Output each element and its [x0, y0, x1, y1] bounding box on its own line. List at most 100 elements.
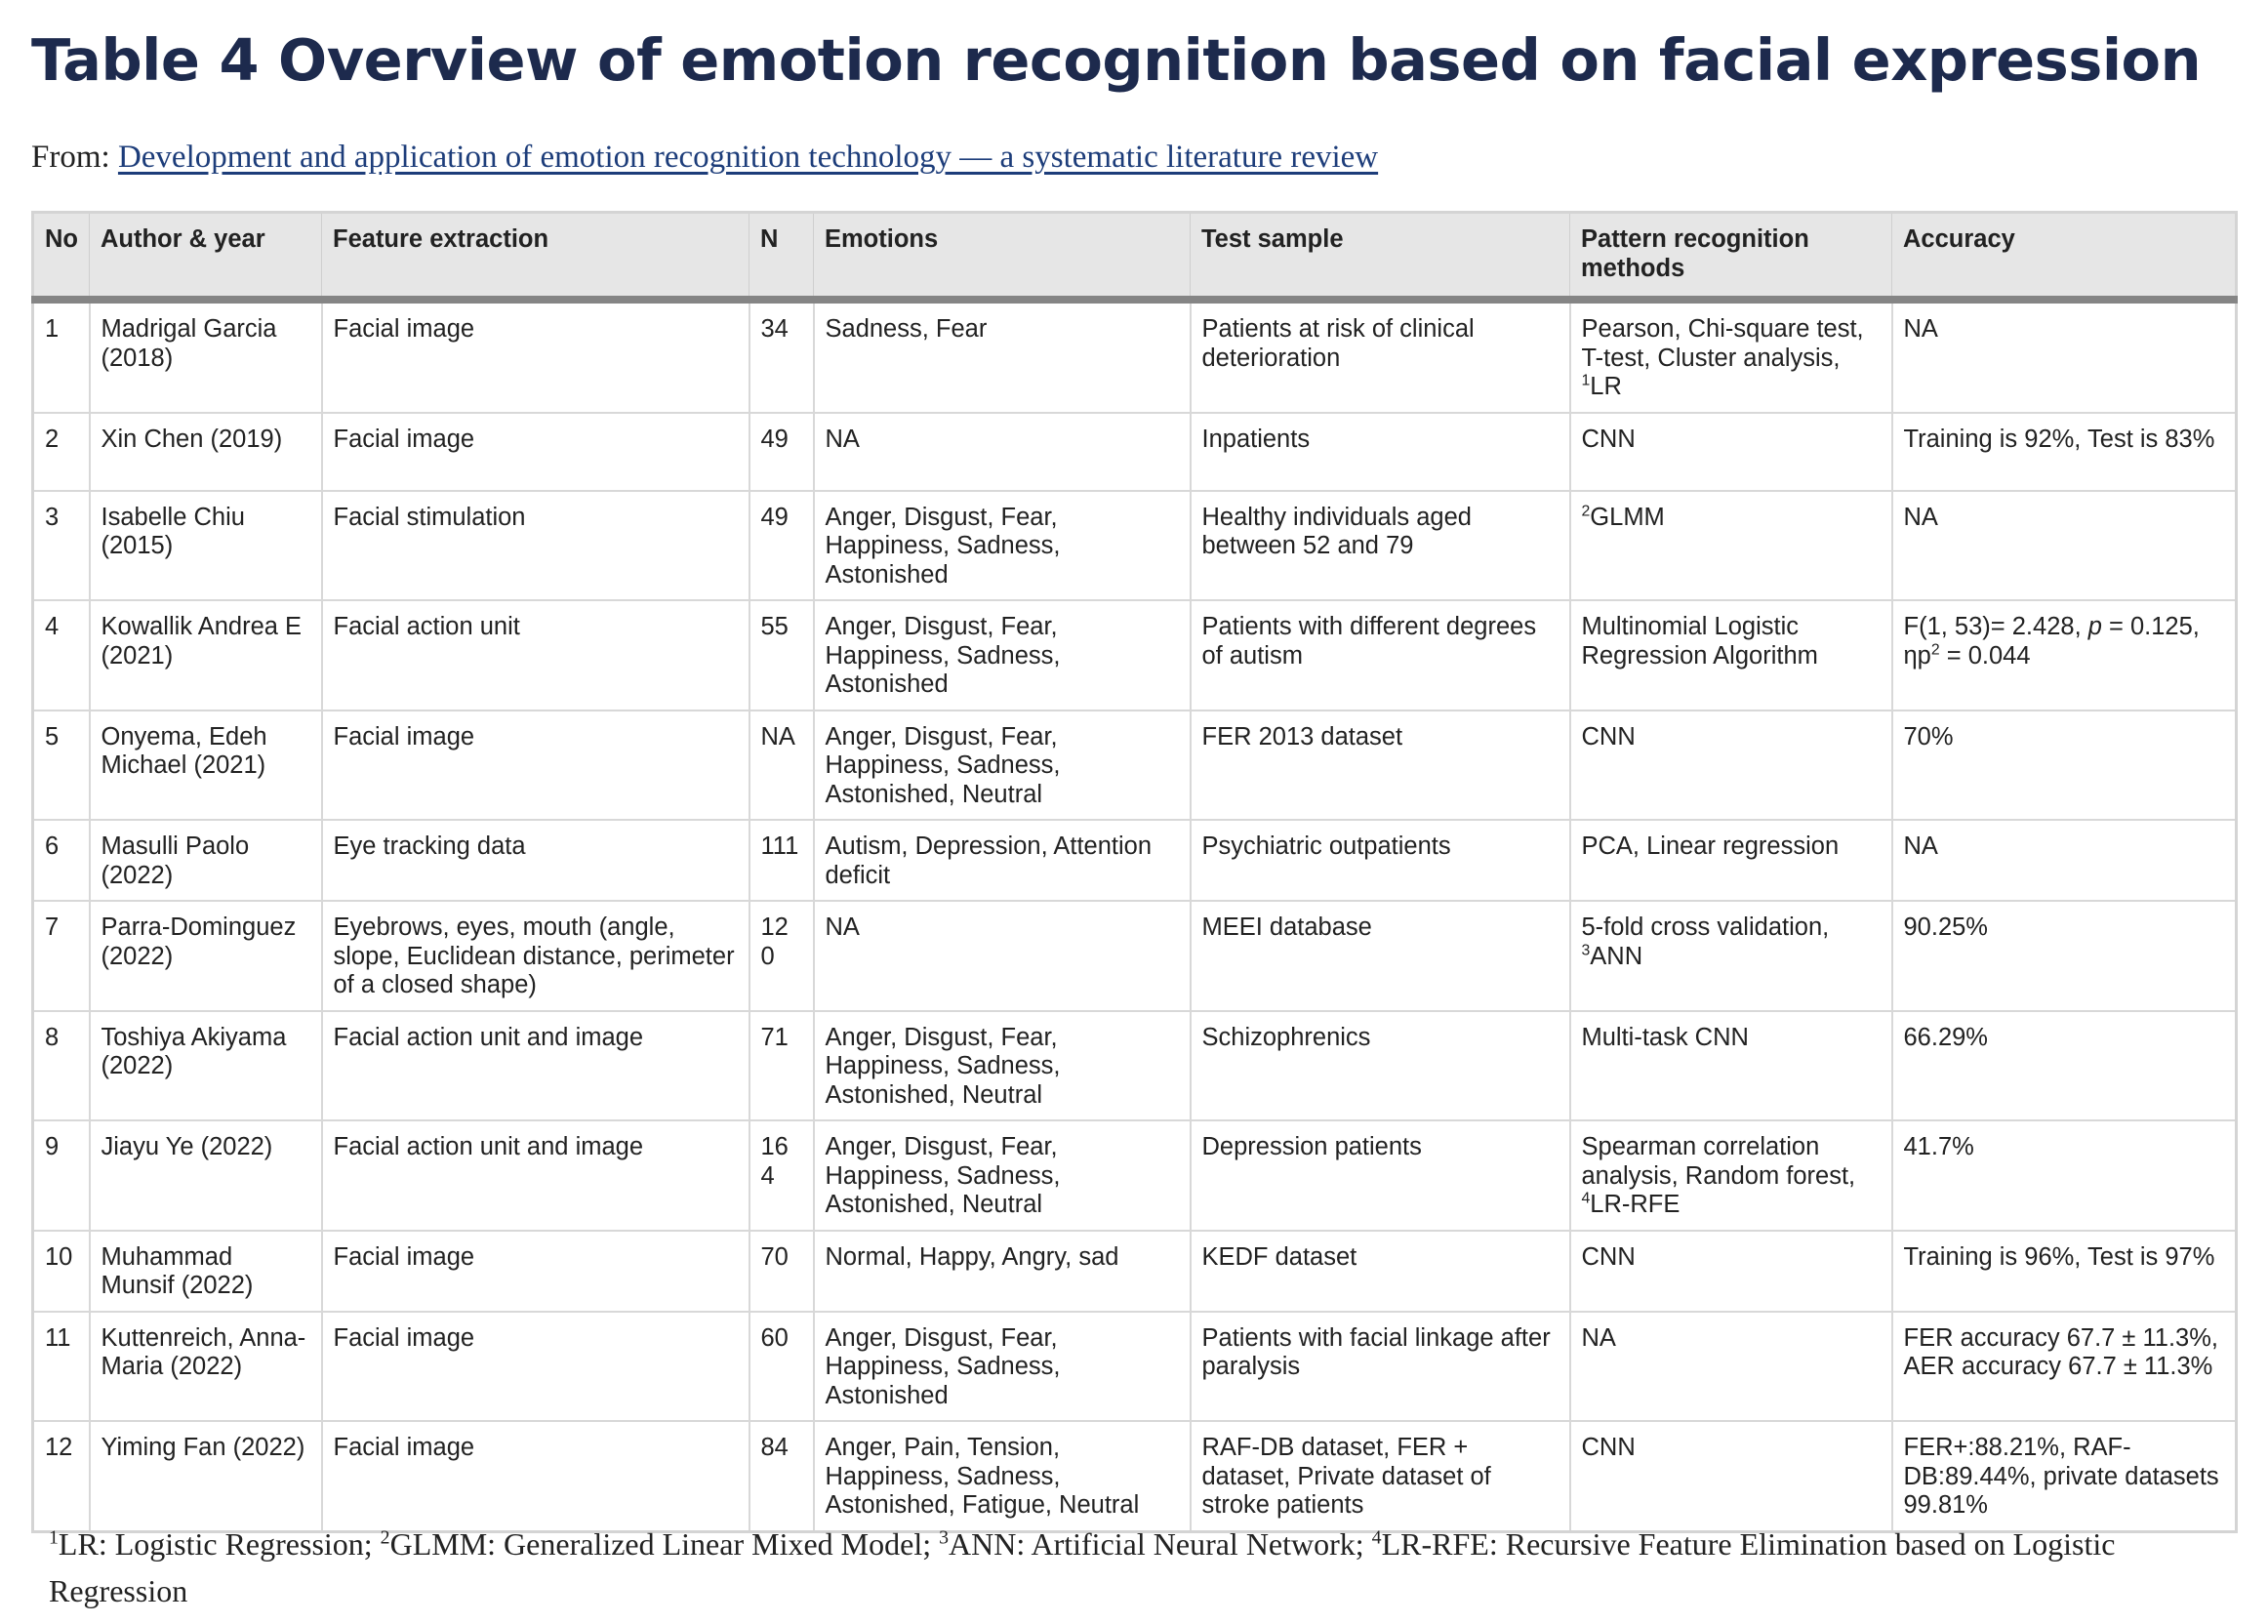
pattern-text: CNN [1581, 425, 1636, 453]
footnote-marker: 4 [1581, 1190, 1591, 1207]
table-row: 4 Kowallik Andrea E (2021) Facial action… [32, 600, 2237, 711]
table-footnote: 1LR: Logistic Regression; 2GLMM: General… [49, 1521, 2235, 1614]
cell-test-sample: Inpatients [1190, 412, 1571, 492]
emotion-recognition-table: No Author & year Feature extraction N Em… [31, 211, 2238, 1533]
cell-n: 60 [749, 1311, 815, 1422]
cell-feature: Facial image [321, 1421, 750, 1532]
cell-feature: Facial image [321, 1230, 750, 1313]
cell-author: Kowallik Andrea E (2021) [89, 600, 323, 711]
table-row: 11 Kuttenreich, Anna-Maria (2022) Facial… [32, 1311, 2237, 1422]
cell-emotions: Sadness, Fear [813, 300, 1192, 414]
pattern-text: NA [1581, 1323, 1616, 1352]
header-n: N [749, 212, 814, 304]
cell-pattern: Multinomial Logistic Regression Algorith… [1569, 600, 1893, 711]
cell-pattern: 2GLMM [1569, 490, 1893, 601]
pattern-text: Pearson, Chi-square test, T-test, Cluste… [1581, 315, 1864, 372]
cell-accuracy: FER+:88.21%, RAF-DB:89.44%, private data… [1891, 1421, 2237, 1532]
cell-feature: Facial action unit and image [321, 1010, 750, 1121]
cell-feature: Facial action unit and image [321, 1120, 750, 1232]
cell-no: 5 [32, 710, 91, 821]
from-prefix: From: [31, 140, 118, 175]
cell-feature: Facial image [321, 710, 750, 821]
cell-author: Isabelle Chiu (2015) [89, 490, 323, 601]
cell-pattern: CNN [1569, 710, 1893, 821]
table-row: 3 Isabelle Chiu (2015) Facial stimulatio… [32, 490, 2237, 601]
superscript: 2 [1930, 641, 1940, 658]
cell-n: NA [749, 710, 815, 821]
table-row: 7 Parra-Dominguez (2022) Eyebrows, eyes,… [32, 901, 2237, 1012]
footnote-text: LR-RFE: Recursive Feature Elimination ba… [49, 1526, 2116, 1608]
source-line: From: Development and application of emo… [31, 135, 1378, 180]
cell-feature: Facial image [321, 412, 750, 492]
accuracy-stat: F(1, 53)= 2.428, [1903, 613, 2088, 640]
header-pattern-recognition: Pattern recognition methods [1569, 212, 1892, 304]
cell-accuracy: NA [1891, 490, 2237, 601]
cell-pattern: CNN [1569, 1230, 1893, 1313]
cell-feature: Eyebrows, eyes, mouth (angle, slope, Euc… [321, 901, 750, 1012]
cell-accuracy: 70% [1891, 710, 2237, 821]
footnote-marker: 2 [1581, 503, 1591, 519]
cell-author: Xin Chen (2019) [89, 412, 323, 492]
cell-emotions: Anger, Disgust, Fear, Happiness, Sadness… [813, 1311, 1192, 1422]
cell-test-sample: KEDF dataset [1190, 1230, 1571, 1313]
cell-test-sample: RAF-DB dataset, FER + dataset, Private d… [1190, 1421, 1571, 1532]
accuracy-stat: = 0.044 [1939, 641, 2031, 670]
cell-accuracy: 41.7% [1891, 1120, 2237, 1232]
source-article-link[interactable]: Development and application of emotion r… [117, 140, 1379, 175]
cell-emotions: Anger, Disgust, Fear, Happiness, Sadness… [813, 600, 1192, 711]
cell-test-sample: MEEI database [1190, 901, 1571, 1012]
table-row: 12 Yiming Fan (2022) Facial image 84 Ang… [32, 1421, 2237, 1532]
cell-n: 49 [749, 490, 815, 601]
cell-emotions: Normal, Happy, Angry, sad [813, 1230, 1192, 1313]
cell-test-sample: Depression patients [1190, 1120, 1571, 1232]
cell-emotions: NA [813, 412, 1192, 492]
cell-author: Yiming Fan (2022) [89, 1421, 323, 1532]
cell-accuracy: 90.25% [1891, 901, 2237, 1012]
footnote-marker: 3 [1581, 942, 1591, 958]
cell-feature: Facial stimulation [321, 490, 750, 601]
table-header-row: No Author & year Feature extraction N Em… [32, 212, 2237, 304]
cell-feature: Eye tracking data [321, 820, 750, 902]
pattern-text: CNN [1581, 722, 1636, 751]
table-row: 8 Toshiya Akiyama (2022) Facial action u… [32, 1010, 2237, 1121]
footnote-marker: 4 [1371, 1526, 1382, 1549]
header-author-year: Author & year [89, 212, 322, 304]
cell-no: 7 [32, 901, 91, 1012]
cell-n: 84 [749, 1421, 815, 1532]
cell-test-sample: Patients with facial linkage after paral… [1190, 1311, 1571, 1422]
cell-pattern: PCA, Linear regression [1569, 820, 1893, 902]
cell-n: 164 [749, 1120, 815, 1232]
cell-no: 12 [32, 1421, 91, 1532]
cell-no: 6 [32, 820, 91, 902]
pattern-abbrev: ANN [1590, 942, 1643, 970]
cell-emotions: Anger, Disgust, Fear, Happiness, Sadness… [813, 490, 1192, 601]
footnote-text: LR: Logistic Regression; [58, 1526, 381, 1562]
table-title: Table 4 Overview of emotion recognition … [31, 26, 2202, 94]
table-row: 6 Masulli Paolo (2022) Eye tracking data… [32, 820, 2237, 902]
cell-author: Madrigal Garcia (2018) [89, 300, 323, 414]
cell-n: 120 [749, 901, 815, 1012]
cell-test-sample: FER 2013 dataset [1190, 710, 1571, 821]
cell-pattern: Multi-task CNN [1569, 1010, 1893, 1121]
cell-author: Parra-Dominguez (2022) [89, 901, 323, 1012]
cell-pattern: Spearman correlation analysis, Random fo… [1569, 1120, 1893, 1232]
footnote-marker: 3 [939, 1526, 950, 1549]
cell-n: 70 [749, 1230, 815, 1313]
table-row: 10 Muhammad Munsif (2022) Facial image 7… [32, 1230, 2237, 1313]
cell-emotions: Anger, Pain, Tension, Happiness, Sadness… [813, 1421, 1192, 1532]
cell-test-sample: Healthy individuals aged between 52 and … [1190, 490, 1571, 601]
cell-author: Jiayu Ye (2022) [89, 1120, 323, 1232]
pattern-abbrev: LR [1590, 373, 1622, 400]
cell-no: 8 [32, 1010, 91, 1121]
cell-emotions: Anger, Disgust, Fear, Happiness, Sadness… [813, 1120, 1192, 1232]
cell-test-sample: Patients at risk of clinical deteriorati… [1190, 300, 1571, 414]
header-accuracy: Accuracy [1891, 212, 2237, 304]
cell-author: Muhammad Munsif (2022) [89, 1230, 323, 1313]
pattern-text: CNN [1581, 1242, 1636, 1271]
cell-accuracy: Training is 92%, Test is 83% [1891, 412, 2237, 492]
footnote-marker: 1 [49, 1526, 59, 1549]
cell-pattern: CNN [1569, 412, 1893, 492]
pattern-text: Multi-task CNN [1581, 1023, 1749, 1051]
table-row: 9 Jiayu Ye (2022) Facial action unit and… [32, 1120, 2237, 1232]
pattern-text: 5-fold cross validation, [1581, 914, 1830, 941]
